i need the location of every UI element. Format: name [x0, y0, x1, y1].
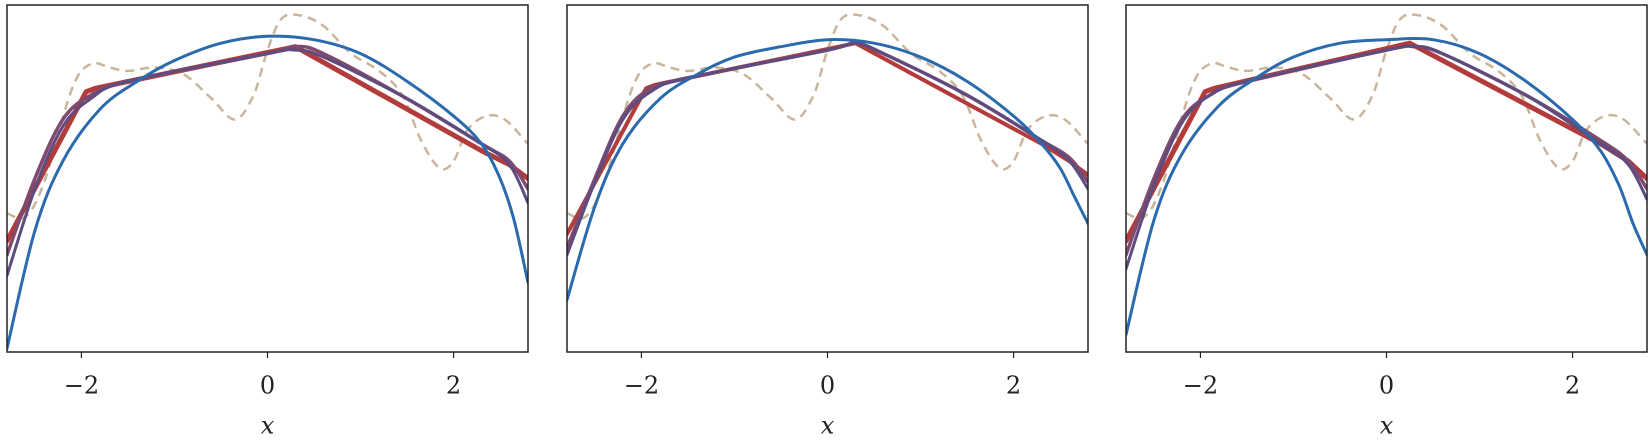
plot-frame: [6, 4, 529, 353]
line: [7, 44, 528, 244]
line: [7, 34, 528, 351]
line: [567, 41, 1088, 257]
line: [1126, 37, 1647, 337]
line: [1126, 44, 1647, 271]
x-tick-label: 2: [1006, 372, 1021, 400]
x-tick-label: 0: [260, 372, 275, 400]
line: [567, 41, 1088, 237]
x-tick-label: 2: [446, 372, 461, 400]
x-tick-label: −2: [624, 372, 659, 400]
x-axis-label: x: [821, 412, 835, 440]
x-tick-label: 0: [1379, 372, 1394, 400]
x-axis-label: x: [261, 412, 275, 440]
line: [1126, 44, 1647, 257]
x-axis-label: x: [1380, 412, 1394, 440]
line: [7, 48, 528, 278]
plot-frame: [1125, 4, 1648, 353]
x-tick-label: 0: [820, 372, 835, 400]
x-tick-label: −2: [1183, 372, 1218, 400]
x-tick-label: −2: [64, 372, 99, 400]
plot-frame: [566, 4, 1089, 353]
line: [1126, 40, 1647, 244]
dashed-line: [567, 13, 1088, 220]
line: [7, 44, 528, 257]
line: [567, 38, 1088, 302]
dashed-line: [7, 13, 528, 220]
line: [567, 41, 1088, 250]
x-tick-label: 2: [1565, 372, 1580, 400]
